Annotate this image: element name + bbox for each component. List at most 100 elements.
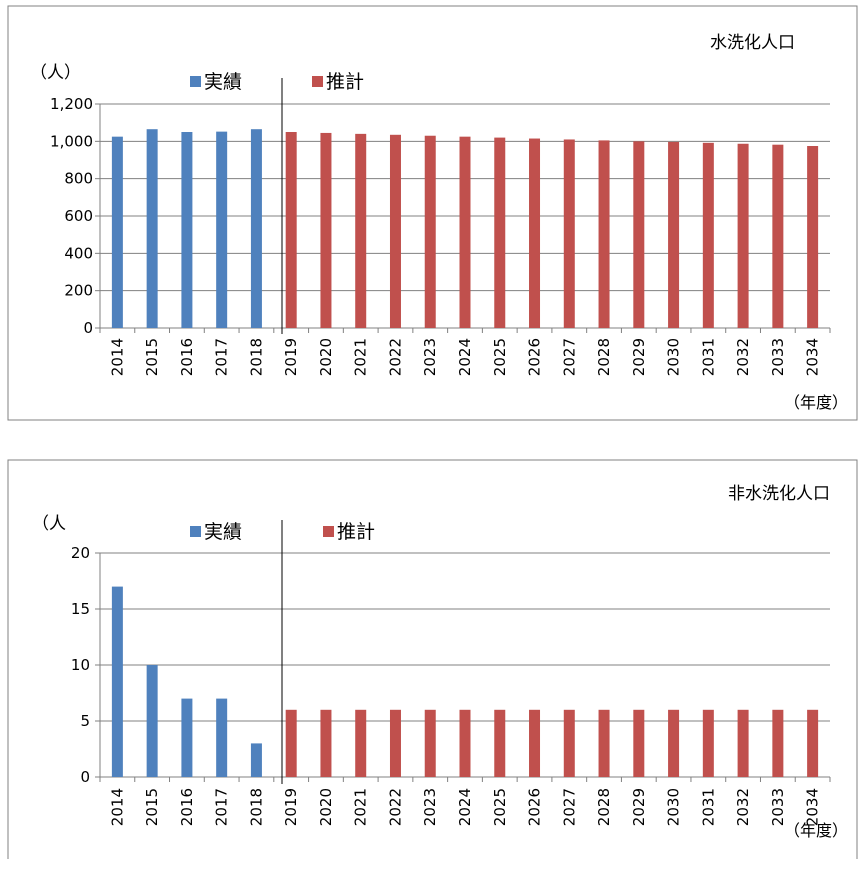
x-tick-label: 2032: [734, 338, 752, 376]
y-tick-label: 600: [64, 207, 93, 225]
x-tick-label: 2020: [317, 338, 335, 376]
x-tick-label: 2021: [352, 788, 370, 826]
x-tick-label: 2032: [734, 788, 752, 826]
x-tick-label: 2015: [143, 338, 161, 376]
x-tick-label: 2025: [491, 338, 509, 376]
y-tick-label: 0: [83, 319, 93, 337]
chart-sewered-population: 0 200 400 600 800 1,000 1,200 2014 2015 2016 2017 2…: [7, 5, 858, 421]
bar-actual-2016: [181, 132, 193, 328]
x-tick-label: 2016: [178, 788, 196, 826]
x-tick-label: 2019: [282, 338, 300, 376]
bar-estimate-2025: [494, 709, 506, 777]
chart-title: 非水洗化人口: [728, 484, 830, 504]
bar-actual-2014: [111, 586, 123, 777]
x-tick-label: 2021: [352, 338, 370, 376]
x-tick-label: 2022: [386, 338, 404, 376]
legend-swatch-actual: [190, 526, 201, 537]
bar-estimate-2022: [389, 134, 401, 328]
bar-estimate-2023: [424, 709, 436, 777]
x-tick-label: 2029: [630, 338, 648, 376]
chart-panel-unsewered-population: 0 5 10 15 20 2014 2015 2016 2017 2018 2019 2020 2021…: [0, 450, 868, 869]
x-tick-label: 2014: [108, 338, 126, 376]
x-tick-label: 2026: [526, 788, 544, 826]
y-tick-label: 5: [80, 712, 90, 730]
x-tick-label: 2034: [804, 788, 822, 826]
legend-swatch-actual: [190, 76, 201, 87]
y-tick-label: 10: [71, 656, 90, 674]
x-tick-label: 2034: [804, 338, 822, 376]
bar-estimate-2033: [772, 144, 784, 328]
x-tick-label: 2016: [178, 338, 196, 376]
bar-estimate-2030: [668, 709, 680, 777]
legend-label-actual: 実績: [204, 71, 242, 93]
chart-frame: [7, 459, 858, 859]
y-tick-label: 200: [64, 282, 93, 300]
legend-label-actual: 実績: [204, 521, 242, 543]
x-tick-label: 2030: [665, 788, 683, 826]
y-tick-label: 15: [71, 600, 90, 618]
bar-actual-2017: [216, 131, 228, 328]
x-tick-label: 2018: [247, 788, 265, 826]
x-tick-label: 2014: [108, 788, 126, 826]
y-tick-label: 20: [71, 544, 90, 562]
y-tick-label: 1,000: [50, 132, 93, 150]
bar-estimate-2026: [529, 709, 541, 777]
x-tick-label: 2027: [560, 338, 578, 376]
x-tick-label: 2023: [421, 338, 439, 376]
x-tick-label: 2031: [699, 338, 717, 376]
legend-label-estimate: 推計: [337, 521, 375, 543]
x-tick-label: 2019: [282, 788, 300, 826]
bar-estimate-2032: [737, 143, 749, 328]
bar-estimate-2024: [459, 709, 471, 777]
x-axis-label: （年度）: [784, 393, 848, 412]
y-axis-label: （人）: [30, 63, 81, 83]
bar-estimate-2019: [285, 709, 297, 777]
x-tick-label: 2022: [386, 788, 404, 826]
bar-estimate-2024: [459, 136, 471, 328]
bar-estimate-2030: [668, 141, 680, 328]
bar-actual-2018: [250, 743, 262, 777]
x-tick-label: 2027: [560, 788, 578, 826]
x-tick-label: 2017: [213, 338, 231, 376]
bar-actual-2015: [146, 665, 158, 777]
bar-estimate-2034: [807, 146, 819, 328]
x-tick-label: 2029: [630, 788, 648, 826]
bar-estimate-2020: [320, 132, 332, 328]
x-tick-label: 2028: [595, 338, 613, 376]
x-tick-label: 2018: [247, 338, 265, 376]
bar-estimate-2031: [702, 142, 714, 328]
y-axis-label: （人: [32, 514, 66, 534]
bar-estimate-2027: [563, 139, 575, 328]
bar-estimate-2028: [598, 140, 610, 328]
y-tick-label: 800: [64, 170, 93, 188]
bar-actual-2015: [146, 129, 158, 328]
chart-title: 水洗化人口: [710, 33, 795, 53]
y-tick-label: 1,200: [50, 95, 93, 113]
x-tick-label: 2026: [526, 338, 544, 376]
bar-estimate-2029: [633, 709, 645, 777]
bar-estimate-2021: [355, 709, 367, 777]
legend-label-estimate: 推計: [326, 71, 364, 93]
chart-frame: [7, 5, 858, 421]
chart-panel-sewered-population: 0 200 400 600 800 1,000 1,200 2014 2015 2016 2017 2…: [7, 5, 858, 421]
bar-actual-2017: [216, 698, 228, 777]
legend-swatch-estimate: [323, 526, 334, 537]
x-tick-label: 2031: [699, 788, 717, 826]
x-tick-label: 2025: [491, 788, 509, 826]
bar-estimate-2020: [320, 709, 332, 777]
x-axis-label: （年度）: [784, 821, 848, 840]
x-tick-label: 2028: [595, 788, 613, 826]
bar-estimate-2028: [598, 709, 610, 777]
bar-actual-2018: [250, 129, 262, 328]
y-tick-label: 400: [64, 244, 93, 262]
x-tick-label: 2020: [317, 788, 335, 826]
x-tick-label: 2030: [665, 338, 683, 376]
bar-estimate-2022: [389, 709, 401, 777]
x-tick-label: 2033: [769, 338, 787, 376]
bar-estimate-2027: [563, 709, 575, 777]
bar-estimate-2029: [633, 141, 645, 328]
chart-unsewered-population: 0 5 10 15 20 2014 2015 2016 2017 2018 2019 2020 2021…: [7, 459, 858, 859]
bar-actual-2016: [181, 698, 193, 777]
y-tick-label: 0: [80, 768, 90, 786]
bar-estimate-2026: [529, 138, 541, 328]
